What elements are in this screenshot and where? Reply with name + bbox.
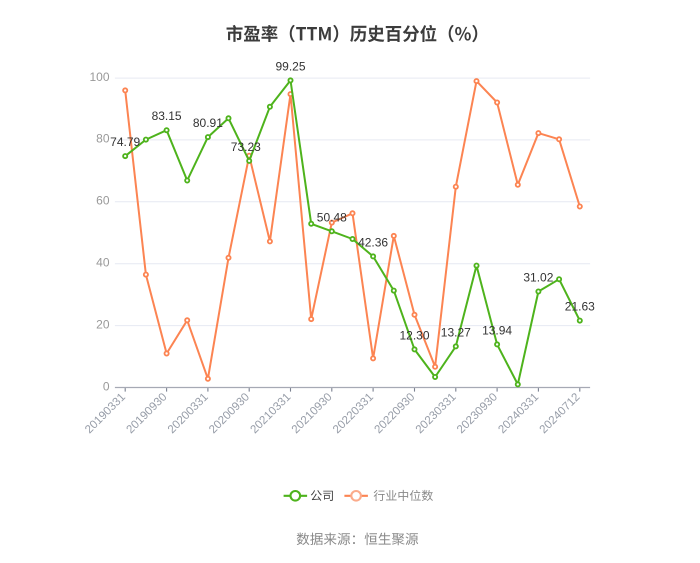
svg-text:40: 40: [96, 256, 110, 270]
svg-text:21.63: 21.63: [565, 300, 595, 314]
svg-text:42.36: 42.36: [358, 235, 388, 249]
svg-text:31.02: 31.02: [523, 271, 553, 285]
svg-text:60: 60: [96, 194, 110, 208]
svg-text:20: 20: [96, 317, 110, 331]
svg-text:13.27: 13.27: [441, 325, 471, 339]
svg-text:100: 100: [89, 70, 109, 84]
svg-text:80: 80: [96, 132, 110, 146]
svg-text:74.79: 74.79: [110, 135, 140, 149]
svg-text:99.25: 99.25: [275, 59, 305, 73]
svg-text:80.91: 80.91: [193, 116, 223, 130]
svg-text:12.30: 12.30: [399, 328, 429, 342]
svg-text:83.15: 83.15: [152, 109, 182, 123]
svg-text:50.48: 50.48: [317, 210, 347, 224]
svg-text:73.23: 73.23: [231, 140, 261, 154]
svg-text:13.94: 13.94: [482, 323, 512, 337]
svg-text:0: 0: [103, 379, 110, 393]
